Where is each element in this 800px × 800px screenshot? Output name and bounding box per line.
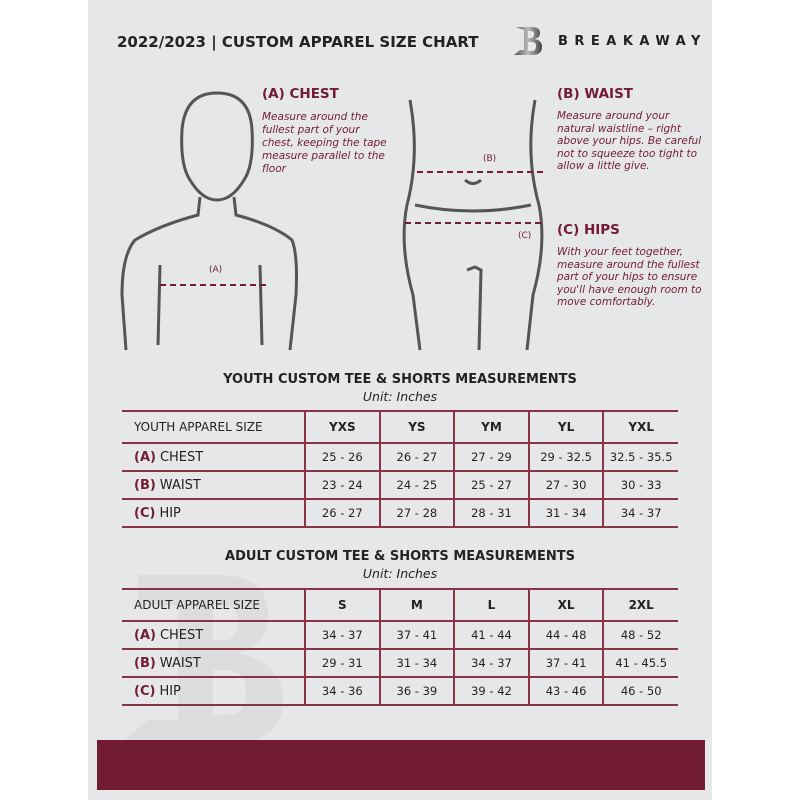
table-row: (A) CHEST 25 - 26 26 - 27 27 - 29 29 - 32.5 3… <box>122 442 678 472</box>
cell: 34 - 36 <box>304 676 380 706</box>
breakaway-logo-icon <box>514 27 542 55</box>
youth-unit: Unit: Inches <box>362 389 438 404</box>
cell: 27 - 30 <box>527 470 604 500</box>
youth-size-table: YOUTH APPAREL SIZE YXS YS YM YL YXL (A) C… <box>122 410 678 528</box>
cell: 41 - 44 <box>453 620 529 650</box>
table-header-row: ADULT APPAREL SIZE S M L XL 2XL <box>122 588 678 622</box>
cell: 29 - 32.5 <box>527 442 604 472</box>
table-row: (B) WAIST 29 - 31 31 - 34 34 - 37 37 - 41 41 … <box>122 648 678 678</box>
cell: 31 - 34 <box>378 648 455 678</box>
page-title: 2022/2023 | CUSTOM APPAREL SIZE CHART <box>117 33 479 51</box>
cell: 23 - 24 <box>304 470 380 500</box>
header-cell: ADULT APPAREL SIZE <box>122 588 305 622</box>
hips-description: With your feet together, measure around … <box>557 246 702 308</box>
youth-table-title: YOUTH CUSTOM TEE & SHORTS MEASUREMENTS <box>223 372 577 387</box>
table-row: (B) WAIST 23 - 24 24 - 25 25 - 27 27 - 30 30 … <box>122 470 678 500</box>
waist-heading: (B) WAIST <box>557 86 634 102</box>
header-cell: YXS <box>304 410 380 444</box>
cell: 28 - 31 <box>453 498 529 528</box>
cell: 25 - 26 <box>304 442 380 472</box>
table-row: (C) HIP 26 - 27 27 - 28 28 - 31 31 - 34 34 - … <box>122 498 678 528</box>
cell: 27 - 28 <box>378 498 455 528</box>
cell: 44 - 48 <box>527 620 604 650</box>
cell: 34 - 37 <box>602 498 678 528</box>
row-label: (B) <box>134 477 156 493</box>
table-row: (C) HIP 34 - 36 36 - 39 39 - 42 43 - 46 46 - … <box>122 676 678 706</box>
row-name: HIP <box>159 683 181 699</box>
row-label: (A) <box>134 627 156 643</box>
row-name: HIP <box>159 505 181 521</box>
cell: 41 - 45.5 <box>602 648 678 678</box>
cell: 48 - 52 <box>602 620 678 650</box>
header-cell: S <box>304 588 380 622</box>
cell: 39 - 42 <box>453 676 529 706</box>
cell: 25 - 27 <box>453 470 529 500</box>
header-cell: L <box>453 588 529 622</box>
cell: 37 - 41 <box>527 648 604 678</box>
cell: 37 - 41 <box>378 620 455 650</box>
cell: 30 - 33 <box>602 470 678 500</box>
adult-unit: Unit: Inches <box>362 566 438 581</box>
waist-marker: (B) <box>483 154 497 164</box>
table-header-row: YOUTH APPAREL SIZE YXS YS YM YL YXL <box>122 410 678 444</box>
row-name: CHEST <box>159 627 204 643</box>
cell: 27 - 29 <box>453 442 529 472</box>
row-name: CHEST <box>159 449 204 465</box>
cell: 43 - 46 <box>527 676 604 706</box>
cell: 46 - 50 <box>602 676 678 706</box>
hips-marker: (C) <box>518 231 532 241</box>
row-label: (B) <box>134 655 156 671</box>
lower-body-figure <box>402 99 545 351</box>
header-cell: YS <box>378 410 455 444</box>
cell: 31 - 34 <box>527 498 604 528</box>
hips-heading: (C) HIPS <box>557 222 620 238</box>
footer-band <box>97 740 705 790</box>
cell: 34 - 37 <box>453 648 529 678</box>
waist-description: Measure around your natural waistline – … <box>557 110 702 172</box>
chest-description: Measure around the fullest part of your … <box>262 111 387 175</box>
row-name: WAIST <box>159 477 201 493</box>
adult-table-title: ADULT CUSTOM TEE & SHORTS MEASUREMENTS <box>225 549 575 564</box>
header-cell: M <box>378 588 455 622</box>
row-label: (A) <box>134 449 156 465</box>
cell: 26 - 27 <box>378 442 455 472</box>
header-cell: YM <box>453 410 529 444</box>
cell: 32.5 - 35.5 <box>602 442 678 472</box>
header-cell: XL <box>527 588 604 622</box>
cell: 34 - 37 <box>304 620 380 650</box>
header-cell: YXL <box>602 410 678 444</box>
header-cell: YOUTH APPAREL SIZE <box>122 410 305 444</box>
row-label: (C) <box>134 505 156 521</box>
row-name: WAIST <box>159 655 201 671</box>
header-cell: 2XL <box>602 588 678 622</box>
cell: 36 - 39 <box>378 676 455 706</box>
upper-body-figure <box>120 91 298 351</box>
cell: 24 - 25 <box>378 470 455 500</box>
cell: 26 - 27 <box>304 498 380 528</box>
brand-name: BREAKAWAY <box>558 34 707 49</box>
table-row: (A) CHEST 34 - 37 37 - 41 41 - 44 44 - 48 48 … <box>122 620 678 650</box>
cell: 29 - 31 <box>304 648 380 678</box>
row-label: (C) <box>134 683 156 699</box>
chest-marker: (A) <box>209 265 223 275</box>
header-cell: YL <box>527 410 604 444</box>
chest-heading: (A) CHEST <box>262 86 339 102</box>
adult-size-table: ADULT APPAREL SIZE S M L XL 2XL (A) CHEST… <box>122 588 678 706</box>
